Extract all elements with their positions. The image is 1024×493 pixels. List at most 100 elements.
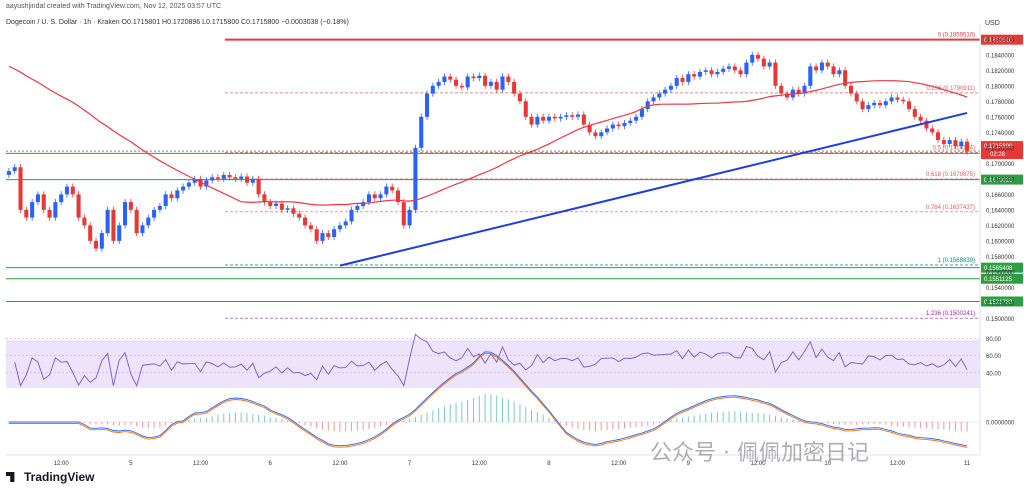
- candle-body: [541, 116, 546, 121]
- candle-body: [303, 217, 308, 226]
- candle-body: [308, 225, 313, 230]
- candlesticks: [6, 51, 970, 252]
- y-tick-label: 0.1560000: [986, 270, 1015, 276]
- candle-body: [186, 182, 191, 187]
- candle-body: [204, 180, 209, 187]
- candle-body: [227, 174, 232, 178]
- candle-body: [726, 66, 732, 69]
- candle-body: [494, 81, 499, 90]
- candle-body: [605, 128, 610, 133]
- x-tick-label: 12:00: [332, 461, 348, 467]
- y-tick-label: 0.1580000: [986, 255, 1015, 261]
- price-tag: [981, 273, 1023, 284]
- macd-line: [8, 351, 968, 447]
- x-tick-label: 12:00: [193, 461, 209, 467]
- candle-body: [152, 209, 157, 218]
- candle-body: [215, 177, 220, 179]
- candle-body: [233, 177, 238, 179]
- y-tick-label: 0.1660000: [986, 193, 1015, 199]
- candle-body: [413, 147, 418, 210]
- candle-body: [819, 62, 824, 71]
- candle-body: [424, 93, 430, 117]
- macd-tick-label: 0.0000000: [986, 421, 1015, 427]
- candle-body: [930, 128, 935, 133]
- candle-body: [128, 202, 133, 210]
- candle-body: [366, 194, 371, 203]
- candle-body: [471, 76, 476, 79]
- candle-body: [146, 217, 151, 226]
- price-tag-label: 0.1551125: [984, 277, 1013, 283]
- candle-body: [430, 85, 435, 94]
- y-tick-label: 0.1500000: [986, 317, 1015, 323]
- candle-body: [59, 194, 64, 203]
- candle-body: [332, 229, 337, 237]
- candle-body: [419, 116, 424, 148]
- candle-body: [645, 101, 650, 110]
- price-tag: [981, 174, 1023, 185]
- candle-body: [593, 132, 598, 137]
- candle-body: [210, 177, 215, 181]
- candle-body: [901, 99, 906, 102]
- candle-body: [831, 66, 836, 75]
- candle-body: [512, 81, 517, 94]
- candle-body: [918, 116, 923, 121]
- candle-body: [70, 186, 75, 195]
- candle-body: [564, 115, 569, 117]
- trendline-line: [339, 111, 968, 267]
- candle-body: [663, 89, 668, 94]
- candle-body: [35, 194, 40, 203]
- candle-body: [163, 194, 168, 206]
- candle-body: [552, 116, 557, 119]
- candle-body: [111, 209, 116, 241]
- candle-body: [239, 176, 244, 179]
- candle-body: [639, 109, 644, 117]
- candle-body: [314, 229, 319, 241]
- candle-body: [517, 93, 522, 102]
- candle-body: [274, 203, 279, 206]
- price-tag-label: 0.1521763: [984, 300, 1013, 306]
- candle-body: [773, 62, 778, 86]
- fib-label: 0.618 (0.1679875): [926, 172, 975, 178]
- candle-body: [779, 85, 784, 94]
- candle-body: [721, 68, 726, 72]
- y-tick-label: 0.1680000: [986, 177, 1015, 183]
- candle-body: [796, 89, 801, 94]
- trendline: [339, 111, 968, 267]
- price-axis: 0.15000000.15200000.15400000.15600000.15…: [979, 25, 1015, 455]
- candle-body: [837, 70, 842, 75]
- candle-body: [825, 62, 830, 67]
- candle-body: [250, 178, 255, 183]
- candle-body: [390, 186, 395, 191]
- candle-body: [866, 105, 871, 110]
- x-tick-label: 12:00: [472, 461, 488, 467]
- candle-body: [959, 141, 964, 147]
- candle-body: [93, 240, 99, 249]
- time-axis: 12:00 5 12:00 6 12:00 7 12:00 8 12:00 9 12:00 10 12:…: [6, 454, 980, 467]
- y-tick-label: 0.1640000: [986, 208, 1015, 214]
- fib-label: 1.236 (0.1500241): [926, 311, 975, 317]
- candle-body: [169, 194, 174, 199]
- symbol-ohlc-line: Dogecoin / U. S. Dollar · 1h · Kraken O0…: [6, 19, 349, 26]
- candle-body: [465, 76, 470, 88]
- candle-body: [703, 70, 708, 72]
- price-tag-label: 0.1565408: [984, 266, 1013, 272]
- candle-body: [581, 114, 586, 125]
- x-tick-label: 10: [824, 461, 831, 467]
- candle-body: [523, 101, 528, 117]
- candle-body: [732, 66, 737, 71]
- candle-body: [802, 85, 807, 94]
- candle-body: [715, 71, 720, 75]
- candle-body: [291, 208, 296, 214]
- author-line: aayushjindal created with TradingView.co…: [6, 3, 222, 10]
- candle-body: [628, 120, 633, 124]
- y-tick-label: 0.1720000: [986, 146, 1015, 152]
- candle-body: [622, 123, 627, 127]
- y-tick-label: 0.1820000: [986, 69, 1015, 75]
- logo-text: TradingView: [24, 470, 95, 484]
- candle-body: [912, 109, 917, 117]
- candle-body: [181, 186, 186, 191]
- watermark: 公众号 · 佩佩加密日记: [650, 441, 869, 466]
- y-tick-label: 0.1740000: [986, 131, 1015, 137]
